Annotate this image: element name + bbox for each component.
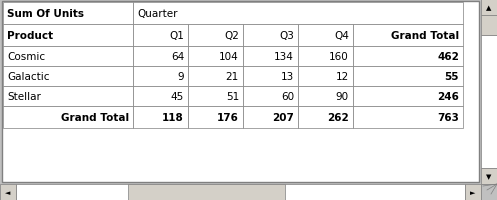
Text: 134: 134 bbox=[274, 52, 294, 62]
Text: 21: 21 bbox=[226, 72, 239, 82]
Bar bbox=[298, 67, 353, 87]
Bar bbox=[353, 87, 463, 106]
Bar bbox=[133, 3, 463, 25]
Bar bbox=[353, 106, 463, 128]
Bar bbox=[188, 25, 243, 47]
Text: Q1: Q1 bbox=[169, 31, 184, 41]
Bar bbox=[481, 36, 497, 168]
Bar bbox=[133, 67, 188, 87]
Bar bbox=[0, 184, 16, 200]
Text: Quarter: Quarter bbox=[137, 9, 177, 19]
Text: Grand Total: Grand Total bbox=[61, 112, 129, 122]
Bar bbox=[133, 47, 188, 67]
Bar bbox=[188, 47, 243, 67]
Text: Galactic: Galactic bbox=[7, 72, 50, 82]
Bar bbox=[133, 106, 188, 128]
Bar bbox=[188, 106, 243, 128]
Bar bbox=[243, 47, 298, 67]
Bar bbox=[481, 184, 497, 200]
Text: 90: 90 bbox=[336, 92, 349, 101]
Bar bbox=[481, 0, 497, 16]
Text: 462: 462 bbox=[437, 52, 459, 62]
Bar bbox=[188, 67, 243, 87]
Text: 9: 9 bbox=[177, 72, 184, 82]
Bar bbox=[298, 106, 353, 128]
Text: 262: 262 bbox=[327, 112, 349, 122]
Bar bbox=[353, 47, 463, 67]
Text: ▼: ▼ bbox=[486, 173, 492, 179]
Bar bbox=[243, 87, 298, 106]
Bar bbox=[3, 87, 133, 106]
Text: Stellar: Stellar bbox=[7, 92, 41, 101]
Text: 13: 13 bbox=[281, 72, 294, 82]
Text: Q2: Q2 bbox=[224, 31, 239, 41]
Bar bbox=[16, 184, 465, 200]
Text: ▲: ▲ bbox=[486, 5, 492, 11]
Text: 104: 104 bbox=[219, 52, 239, 62]
Bar bbox=[243, 25, 298, 47]
Bar bbox=[481, 168, 497, 184]
Bar bbox=[298, 87, 353, 106]
Text: Grand Total: Grand Total bbox=[391, 31, 459, 41]
Text: 763: 763 bbox=[437, 112, 459, 122]
Bar bbox=[3, 106, 133, 128]
Bar bbox=[298, 25, 353, 47]
Bar bbox=[3, 67, 133, 87]
Text: Cosmic: Cosmic bbox=[7, 52, 45, 62]
Text: 246: 246 bbox=[437, 92, 459, 101]
Bar bbox=[133, 87, 188, 106]
Text: 160: 160 bbox=[329, 52, 349, 62]
Text: Q3: Q3 bbox=[279, 31, 294, 41]
Text: Product: Product bbox=[7, 31, 53, 41]
Text: 12: 12 bbox=[336, 72, 349, 82]
Bar bbox=[3, 3, 133, 25]
Text: ◄: ◄ bbox=[5, 189, 11, 195]
Bar bbox=[133, 25, 188, 47]
Bar bbox=[353, 25, 463, 47]
Text: Q4: Q4 bbox=[334, 31, 349, 41]
Bar bbox=[3, 25, 133, 47]
Text: 64: 64 bbox=[171, 52, 184, 62]
Bar bbox=[481, 16, 497, 36]
Bar bbox=[128, 184, 285, 200]
Bar bbox=[465, 184, 481, 200]
Text: Sum Of Units: Sum Of Units bbox=[7, 9, 84, 19]
Bar bbox=[3, 47, 133, 67]
Text: ►: ► bbox=[470, 189, 476, 195]
Bar bbox=[188, 87, 243, 106]
Text: 55: 55 bbox=[444, 72, 459, 82]
Bar bbox=[298, 47, 353, 67]
Text: 207: 207 bbox=[272, 112, 294, 122]
Text: 45: 45 bbox=[171, 92, 184, 101]
Bar bbox=[353, 67, 463, 87]
Bar bbox=[243, 67, 298, 87]
Text: 118: 118 bbox=[162, 112, 184, 122]
Text: 176: 176 bbox=[217, 112, 239, 122]
Bar bbox=[243, 106, 298, 128]
Text: 51: 51 bbox=[226, 92, 239, 101]
Text: 60: 60 bbox=[281, 92, 294, 101]
